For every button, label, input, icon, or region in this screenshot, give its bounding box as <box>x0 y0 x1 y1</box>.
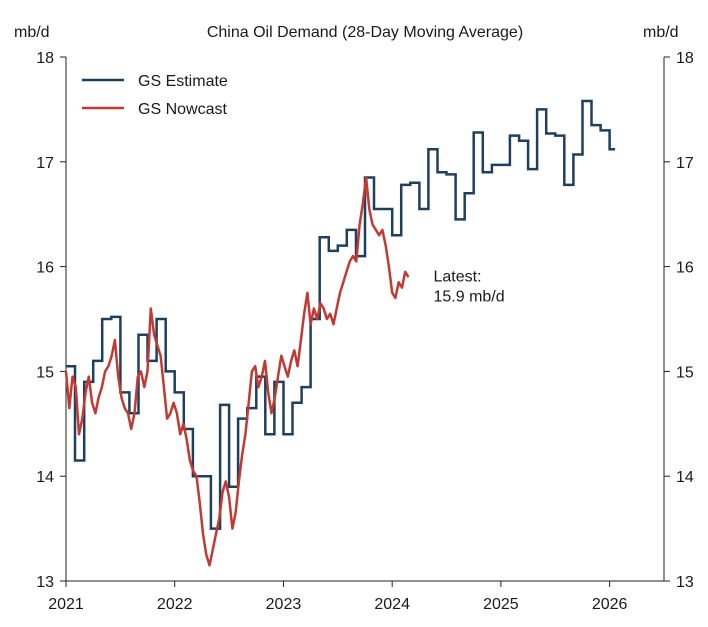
x-tick-label: 2023 <box>266 596 302 613</box>
y-tick-label-right: 17 <box>676 155 694 172</box>
y-tick-label-left: 18 <box>36 50 54 67</box>
y-tick-label-right: 14 <box>676 469 694 486</box>
annotation-latest-label: Latest: <box>433 269 481 286</box>
y-axis-unit-left: mb/d <box>14 24 50 41</box>
x-tick-label: 2024 <box>374 596 410 613</box>
y-tick-label-right: 16 <box>676 260 694 277</box>
legend-label-estimate: GS Estimate <box>138 73 228 90</box>
annotation-latest-value: 15.9 mb/d <box>433 289 504 306</box>
y-tick-label-left: 14 <box>36 469 54 486</box>
y-ticks-left: 13 14 15 16 17 18 <box>36 50 66 591</box>
chart-title: China Oil Demand (28-Day Moving Average) <box>207 24 523 41</box>
y-tick-label-left: 13 <box>36 574 54 591</box>
legend: GS Estimate GS Nowcast <box>82 73 228 118</box>
y-tick-label-left: 15 <box>36 364 54 381</box>
y-ticks-right: 13 14 15 16 17 18 <box>664 50 694 591</box>
latest-annotation: Latest: 15.9 mb/d <box>433 269 504 306</box>
x-tick-label: 2021 <box>48 596 84 613</box>
series-layer <box>64 99 616 567</box>
legend-label-nowcast: GS Nowcast <box>138 101 227 118</box>
y-tick-label-left: 16 <box>36 260 54 277</box>
series-line-gs-estimate <box>66 99 616 530</box>
x-tick-label: 2026 <box>592 596 628 613</box>
y-axis-unit-right: mb/d <box>643 24 679 41</box>
y-tick-label-right: 15 <box>676 364 694 381</box>
x-ticks: 2021 2022 2023 2024 2025 2026 <box>48 581 628 613</box>
series-line-gs-nowcast <box>64 176 410 567</box>
x-tick-label: 2022 <box>157 596 193 613</box>
y-tick-label-right: 18 <box>676 50 694 67</box>
y-tick-label-left: 17 <box>36 155 54 172</box>
x-tick-label: 2025 <box>483 596 519 613</box>
y-tick-label-right: 13 <box>676 574 694 591</box>
